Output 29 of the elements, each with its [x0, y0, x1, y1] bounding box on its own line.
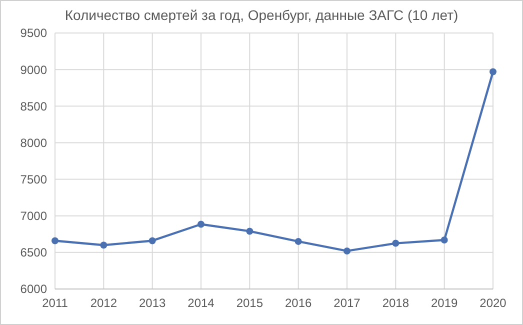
y-tick-label: 9500	[20, 26, 48, 40]
x-tick-label: 2016	[284, 296, 312, 310]
point	[392, 240, 400, 247]
x-tick-label: 2013	[138, 296, 166, 310]
point	[440, 236, 448, 244]
point	[148, 237, 156, 244]
x-tick-label: 2019	[430, 296, 458, 310]
point	[52, 237, 58, 244]
chart-title: Количество смертей за год, Оренбург, данные ЗАГС (10 лет)	[64, 7, 458, 23]
y-tick-label: 7500	[20, 172, 48, 186]
point	[490, 68, 496, 76]
x-tick-label: 2020	[480, 296, 507, 310]
x-tick-label: 2011	[42, 296, 68, 310]
x-tick-label: 2018	[382, 296, 410, 310]
point	[294, 238, 302, 245]
x-tick-label: 2017	[334, 296, 361, 310]
y-tick-label: 7000	[20, 209, 48, 224]
x-tick-label: 2012	[90, 296, 118, 310]
y-tick-label: 8500	[20, 99, 48, 114]
y-tick-label: 9000	[20, 62, 48, 77]
point	[344, 247, 350, 254]
point	[246, 228, 254, 235]
point	[198, 220, 204, 228]
point	[100, 242, 108, 249]
x-tick-label: 2014	[188, 296, 215, 310]
y-tick-label: 6500	[20, 246, 48, 260]
x-tick-label: 2015	[236, 296, 264, 310]
y-tick-label: 6000	[20, 282, 48, 296]
y-tick-label: 8000	[20, 136, 48, 150]
